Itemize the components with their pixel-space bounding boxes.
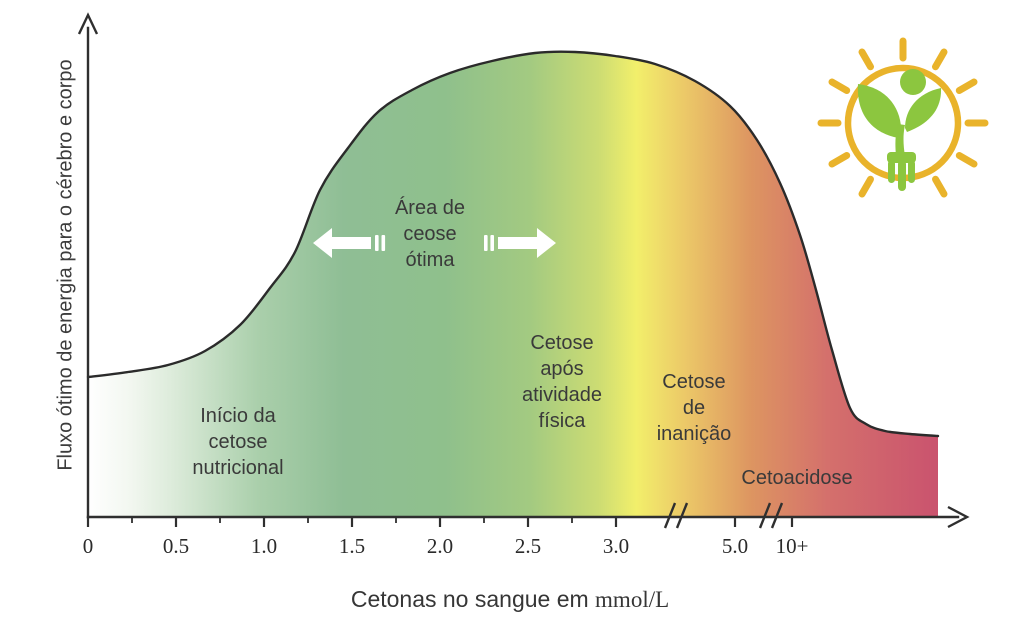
x-tick-label-0: 0 [82, 534, 94, 558]
optimal-zone-right-arrow-icon [484, 228, 556, 258]
x-tick-label-2_0: 2.0 [426, 534, 454, 558]
ketoacidosis-label: Cetoacidose [741, 467, 853, 489]
nutritional-ketosis-label: Início da cetose nutricional [192, 405, 284, 479]
x-tick-label-3_0: 3.0 [602, 534, 630, 558]
x-axis-ticks [86, 517, 794, 527]
x-tick-label-1_0: 1.0 [250, 534, 278, 558]
ketone-curve-area [88, 51, 938, 518]
post-exercise-ketosis-label: Cetose após atividade física [521, 332, 603, 432]
plant-fork-icon [857, 69, 942, 191]
starvation-ketosis-label: Cetose de inanição [656, 371, 732, 445]
sun-plant-fork-logo [817, 37, 989, 198]
x-axis-arrow-icon [947, 505, 970, 529]
x-axis-break-marks [663, 502, 784, 529]
optimal-zone-label: Área de ceose ótima [394, 197, 466, 271]
sun-rays-icon [817, 37, 989, 198]
x-tick-label-2_5: 2.5 [514, 534, 542, 558]
x-tick-label-10plus: 10+ [775, 534, 809, 558]
x-tick-label-0_5: 0.5 [162, 534, 190, 558]
x-axis-title: Cetonas no sangue em mmol/L [351, 586, 669, 613]
x-axis-title-sans: Cetonas no sangue em [350, 586, 596, 612]
y-axis-label: Fluxo ótimo de energia para o cérebro e … [54, 59, 77, 471]
x-axis-title-unit: mmol/L [595, 587, 670, 612]
ketone-curve-outline [86, 50, 940, 438]
x-tick-label-1_5: 1.5 [338, 534, 366, 558]
x-tick-label-5_0: 5.0 [721, 534, 749, 558]
y-axis-arrow-icon [77, 12, 99, 35]
optimal-zone-left-arrow-icon [313, 228, 386, 258]
